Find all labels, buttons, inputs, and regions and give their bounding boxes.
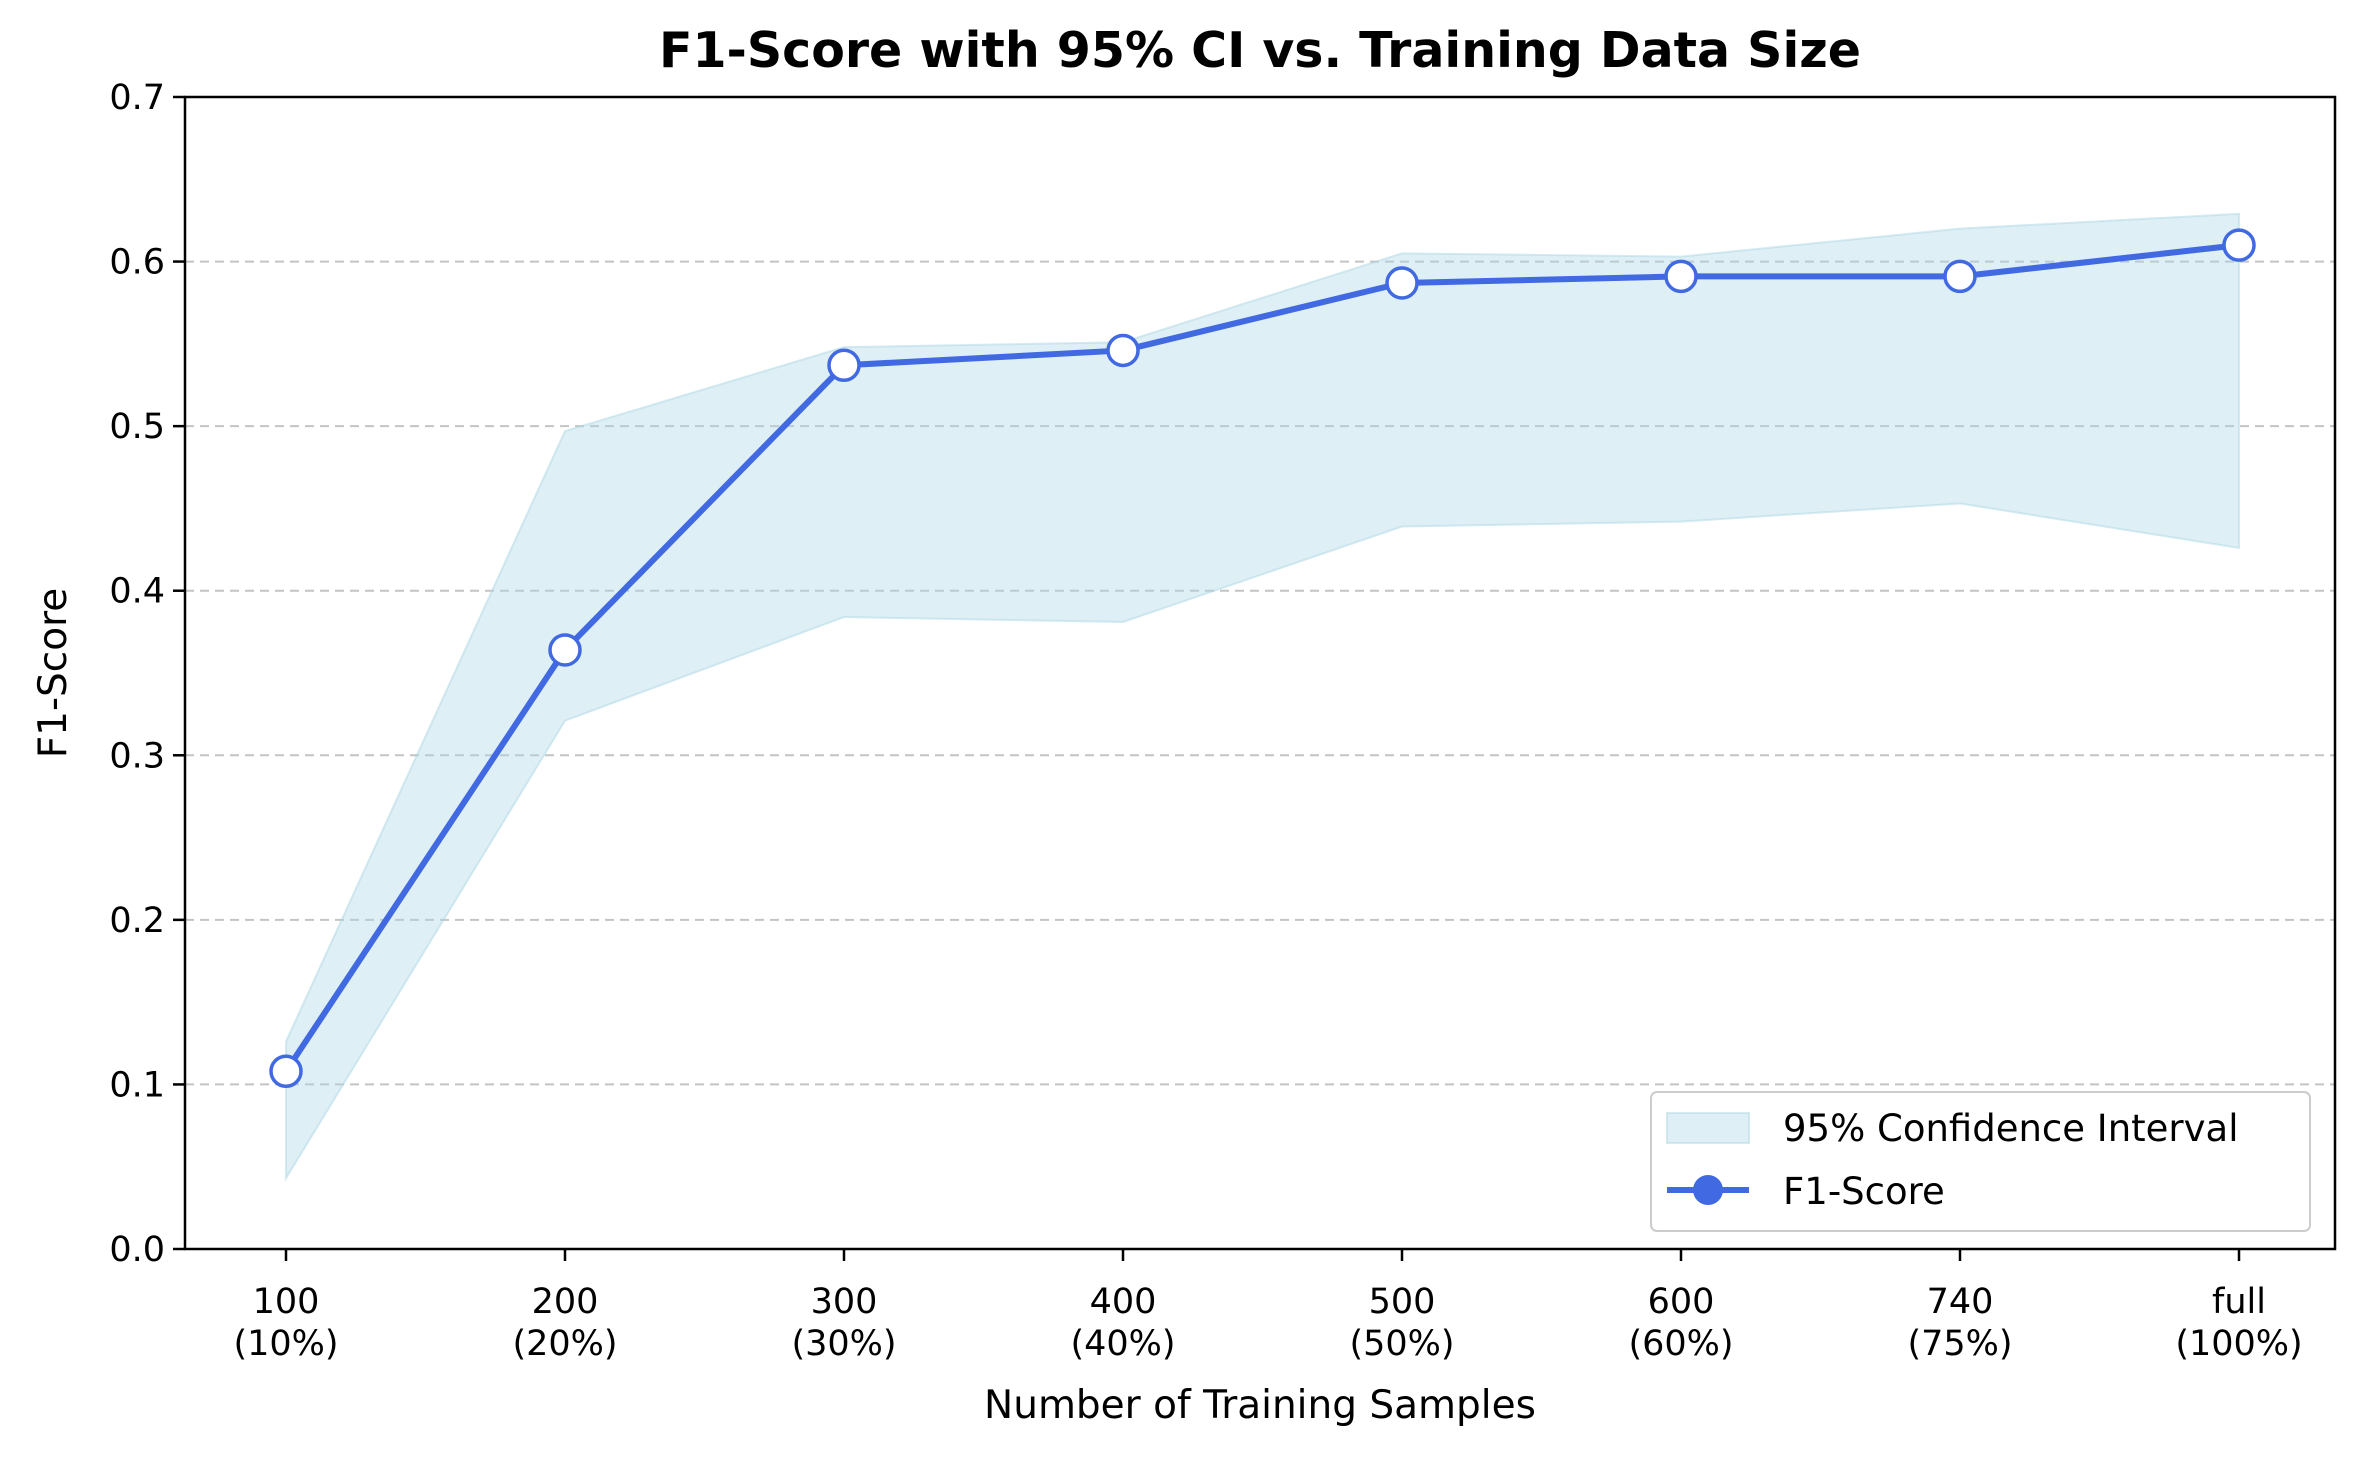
- x-tick-label: 200 (20%): [512, 1282, 617, 1364]
- legend-ci-swatch: [1666, 1112, 1750, 1144]
- x-tick-label-line: 400: [1090, 1282, 1157, 1322]
- legend-marker-swatch: [1693, 1175, 1723, 1205]
- x-tick-label-line: 740: [1927, 1282, 1994, 1322]
- x-tick-label: 500 (50%): [1349, 1282, 1454, 1364]
- data-points-layer: [269, 228, 2256, 1089]
- x-tick-label-line: 600: [1648, 1282, 1715, 1322]
- x-tick-label-line: (40%): [1070, 1324, 1175, 1364]
- x-tick-label: 600 (60%): [1628, 1282, 1733, 1364]
- series-line-layer: [283, 242, 2242, 1075]
- x-tick-label-line: (75%): [1907, 1324, 2012, 1364]
- y-tick-label: 0.4: [109, 572, 165, 612]
- x-axis-label: Number of Training Samples: [984, 1383, 1536, 1428]
- legend: 95% Confidence Interval F1-Score: [1650, 1091, 2311, 1232]
- y-tick-label: 0.3: [109, 736, 165, 776]
- grid-lines: [185, 260, 2335, 1086]
- x-tick-label-line: 300: [811, 1282, 878, 1322]
- legend-ci-label: 95% Confidence Interval: [1783, 1107, 2239, 1150]
- f1-score-point: [269, 1054, 303, 1089]
- x-tick-label-line: (50%): [1349, 1324, 1454, 1364]
- f1-score-point: [827, 348, 861, 383]
- chart-title: F1-Score with 95% CI vs. Training Data S…: [659, 22, 1861, 79]
- x-tick-label-line: 200: [532, 1282, 599, 1322]
- x-tick-label-line: (10%): [233, 1324, 338, 1364]
- x-tick-label-line: 500: [1369, 1282, 1436, 1322]
- x-tick-label: 400 (40%): [1070, 1282, 1175, 1364]
- y-axis-label: F1-Score: [31, 588, 76, 759]
- y-tick-label: 0.0: [109, 1230, 165, 1270]
- f1-score-line: [283, 242, 2242, 1075]
- legend-f1-label: F1-Score: [1783, 1170, 1945, 1213]
- x-tick-label: 740 (75%): [1907, 1282, 2012, 1364]
- x-tick-label: full (100%): [2175, 1282, 2302, 1364]
- y-tick-label: 0.2: [109, 901, 165, 941]
- x-tick-label: 100 (10%): [233, 1282, 338, 1364]
- f1-score-point: [1385, 266, 1419, 300]
- f1-score-point: [1943, 259, 1977, 294]
- y-tick-label: 0.5: [109, 407, 165, 447]
- x-tick-label-line: (60%): [1628, 1324, 1733, 1364]
- y-tick-label: 0.1: [109, 1065, 165, 1105]
- y-axis-ticks: 0.0 0.1 0.2 0.3 0.4 0.5 0.6 0.7: [109, 78, 185, 1270]
- f1-score-point: [548, 633, 582, 667]
- f1-score-point: [1106, 333, 1140, 368]
- confidence-band: [285, 212, 2240, 1182]
- x-tick-label-line: full: [2212, 1282, 2266, 1322]
- f1-score-point: [1664, 259, 1698, 294]
- f1-score-point: [2222, 228, 2256, 262]
- x-tick-label: 300 (30%): [791, 1282, 896, 1364]
- x-tick-label-line: (100%): [2175, 1324, 2302, 1364]
- x-axis-ticks: 100 (10%) 200 (20%) 300 (30%) 400 (40%) 500 (50%)…: [233, 1249, 2303, 1364]
- y-tick-label: 0.7: [109, 78, 165, 118]
- x-tick-label-line: (20%): [512, 1324, 617, 1364]
- plot-frame: [183, 95, 2337, 1251]
- x-tick-label-line: (30%): [791, 1324, 896, 1364]
- y-tick-label: 0.6: [109, 243, 165, 283]
- x-tick-label-line: 100: [253, 1282, 320, 1322]
- confidence-band-layer: [285, 212, 2240, 1182]
- legend-box: [1650, 1091, 2311, 1232]
